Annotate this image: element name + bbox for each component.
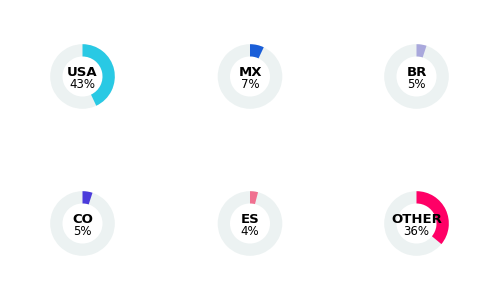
- Wedge shape: [82, 191, 92, 204]
- Text: 5%: 5%: [407, 78, 426, 91]
- Text: MX: MX: [238, 66, 262, 79]
- Wedge shape: [416, 191, 449, 244]
- Wedge shape: [50, 191, 115, 256]
- Wedge shape: [416, 44, 426, 57]
- Wedge shape: [384, 191, 449, 256]
- Text: OTHER: OTHER: [391, 213, 442, 226]
- Wedge shape: [250, 191, 258, 204]
- Wedge shape: [82, 44, 115, 106]
- Text: 4%: 4%: [240, 225, 260, 238]
- Text: 7%: 7%: [240, 78, 260, 91]
- Wedge shape: [218, 44, 282, 109]
- Text: USA: USA: [67, 66, 98, 79]
- Text: BR: BR: [406, 66, 426, 79]
- Wedge shape: [218, 191, 282, 256]
- Text: CO: CO: [72, 213, 93, 226]
- Wedge shape: [384, 44, 449, 109]
- Text: ES: ES: [240, 213, 260, 226]
- Text: 36%: 36%: [404, 225, 429, 238]
- Wedge shape: [250, 44, 264, 58]
- Wedge shape: [50, 44, 115, 109]
- Text: 43%: 43%: [70, 78, 96, 91]
- Text: 5%: 5%: [73, 225, 92, 238]
